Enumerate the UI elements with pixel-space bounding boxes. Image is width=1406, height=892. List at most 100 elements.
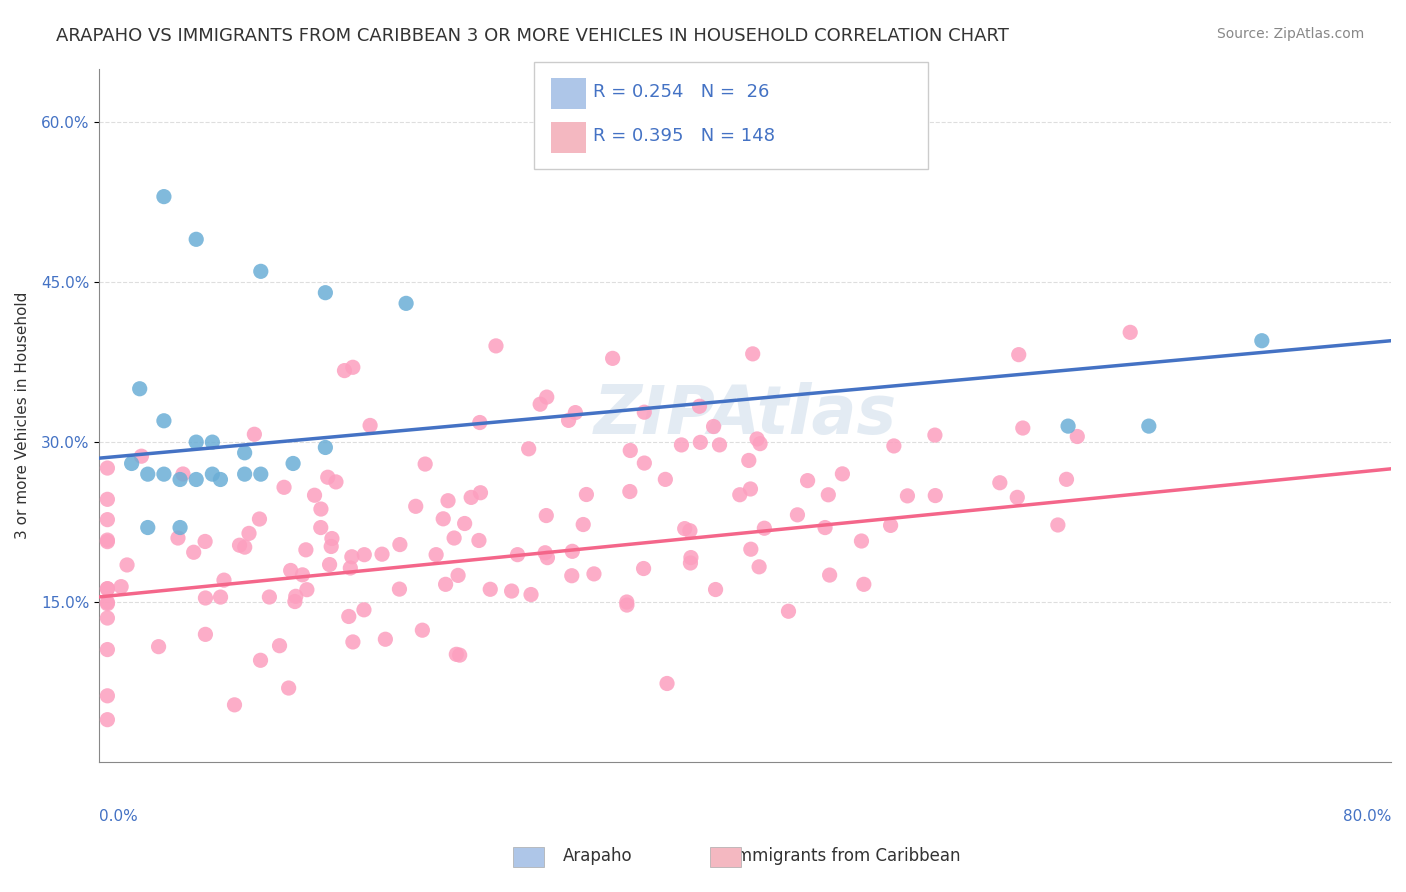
Point <box>169 473 191 487</box>
Point <box>709 438 731 452</box>
Point <box>536 390 558 404</box>
Point <box>564 406 586 420</box>
Point <box>269 639 291 653</box>
Point <box>96 689 118 703</box>
Point <box>153 467 176 482</box>
Point <box>740 482 762 496</box>
Point <box>321 532 343 546</box>
Point <box>924 489 946 503</box>
Point <box>249 467 271 482</box>
Point <box>342 635 364 649</box>
Point <box>314 441 336 455</box>
Point <box>817 488 839 502</box>
Point <box>575 487 598 501</box>
Point <box>309 520 332 534</box>
Point <box>388 538 411 552</box>
Point <box>273 480 295 494</box>
Point <box>728 488 751 502</box>
Point <box>405 500 427 514</box>
Point <box>446 648 468 662</box>
Point <box>291 567 314 582</box>
Point <box>818 568 841 582</box>
Point <box>582 566 605 581</box>
Point <box>186 435 208 450</box>
Point <box>879 518 901 533</box>
Point <box>1056 472 1078 486</box>
Point <box>689 435 711 450</box>
Point <box>233 467 256 482</box>
Text: ARAPAHO VS IMMIGRANTS FROM CARIBBEAN 3 OR MORE VEHICLES IN HOUSEHOLD CORRELATION: ARAPAHO VS IMMIGRANTS FROM CARIBBEAN 3 O… <box>56 27 1010 45</box>
Point <box>749 436 772 450</box>
Point <box>460 491 482 505</box>
Point <box>413 457 436 471</box>
Point <box>131 449 153 463</box>
Point <box>186 473 208 487</box>
Point <box>411 623 433 637</box>
Point <box>479 582 502 597</box>
Point <box>201 435 224 450</box>
Point <box>233 540 256 554</box>
Point <box>238 526 260 541</box>
Point <box>374 632 396 647</box>
Point <box>883 439 905 453</box>
Point <box>831 467 853 481</box>
Point <box>153 414 176 428</box>
Point <box>740 542 762 557</box>
Point <box>689 399 711 413</box>
Point <box>619 484 641 499</box>
Point <box>169 520 191 534</box>
Point <box>96 611 118 625</box>
Point <box>748 559 770 574</box>
Point <box>281 457 304 471</box>
Point <box>249 512 271 526</box>
Point <box>536 508 558 523</box>
Text: 80.0%: 80.0% <box>1343 809 1391 824</box>
Text: R = 0.395   N = 148: R = 0.395 N = 148 <box>593 128 775 145</box>
Point <box>342 360 364 375</box>
Point <box>96 597 118 611</box>
Point <box>249 653 271 667</box>
Point <box>371 547 394 561</box>
Point <box>96 642 118 657</box>
Point <box>534 546 557 560</box>
Point <box>425 548 447 562</box>
Point <box>243 427 266 442</box>
Point <box>110 580 132 594</box>
Point <box>1137 419 1160 434</box>
Point <box>778 604 800 618</box>
Point <box>616 598 638 612</box>
Point <box>1007 491 1029 505</box>
Text: 0.0%: 0.0% <box>100 809 138 824</box>
Point <box>1011 421 1033 435</box>
Point <box>353 548 375 562</box>
Point <box>449 648 471 662</box>
Point <box>388 582 411 596</box>
Point <box>633 405 655 419</box>
Point <box>470 485 492 500</box>
Point <box>703 419 725 434</box>
Point <box>121 457 143 471</box>
Point <box>1046 518 1069 533</box>
Point <box>673 522 696 536</box>
Y-axis label: 3 or more Vehicles in Household: 3 or more Vehicles in Household <box>15 292 30 539</box>
Point <box>852 577 875 591</box>
Point <box>520 588 543 602</box>
Point <box>453 516 475 531</box>
Text: Immigrants from Caribbean: Immigrants from Caribbean <box>731 847 960 865</box>
Point <box>183 545 205 559</box>
Point <box>277 681 299 695</box>
Point <box>153 189 176 203</box>
Point <box>679 556 702 570</box>
Point <box>655 676 678 690</box>
Point <box>557 413 579 427</box>
Point <box>988 475 1011 490</box>
Point <box>506 548 529 562</box>
Point <box>796 474 818 488</box>
Point <box>602 351 624 366</box>
Point <box>96 595 118 609</box>
Point <box>136 467 159 482</box>
Point <box>224 698 246 712</box>
Point <box>321 540 343 554</box>
Point <box>654 472 676 486</box>
Point <box>741 347 763 361</box>
